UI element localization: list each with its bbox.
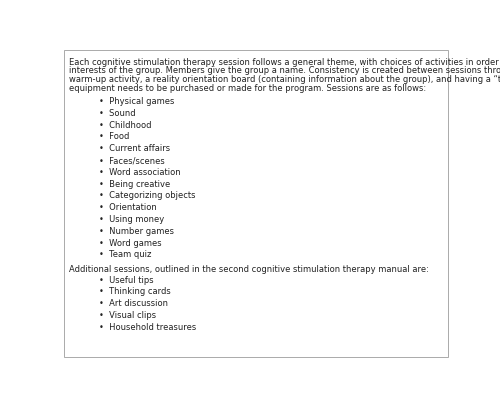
Text: •  Being creative: • Being creative	[100, 180, 170, 189]
Text: •  Current affairs: • Current affairs	[100, 144, 170, 153]
Text: •  Word games: • Word games	[100, 239, 162, 247]
Text: •  Thinking cards: • Thinking cards	[100, 287, 171, 296]
Text: Additional sessions, outlined in the second cognitive stimulation therapy manual: Additional sessions, outlined in the sec…	[70, 265, 430, 274]
Text: •  Physical games: • Physical games	[100, 97, 174, 106]
Text: •  Visual clips: • Visual clips	[100, 311, 156, 320]
Text: •  Word association: • Word association	[100, 168, 181, 177]
Text: equipment needs to be purchased or made for the program. Sessions are as follows: equipment needs to be purchased or made …	[70, 84, 426, 93]
Text: Each cognitive stimulation therapy session follows a general theme, with choices: Each cognitive stimulation therapy sessi…	[70, 58, 500, 66]
Text: •  Number games: • Number games	[100, 227, 174, 236]
Text: interests of the group. Members give the group a name. Consistency is created be: interests of the group. Members give the…	[70, 66, 500, 75]
Text: •  Team quiz: • Team quiz	[100, 250, 152, 260]
FancyBboxPatch shape	[64, 50, 448, 357]
Text: •  Food: • Food	[100, 133, 130, 141]
Text: •  Orientation: • Orientation	[100, 203, 157, 212]
Text: •  Childhood: • Childhood	[100, 120, 152, 130]
Text: warm-up activity, a reality orientation board (containing information about the : warm-up activity, a reality orientation …	[70, 75, 500, 84]
Text: •  Faces/scenes: • Faces/scenes	[100, 156, 165, 165]
Text: •  Art discussion: • Art discussion	[100, 299, 168, 308]
Text: •  Categorizing objects: • Categorizing objects	[100, 191, 196, 200]
Text: •  Using money: • Using money	[100, 215, 164, 224]
Text: •  Sound: • Sound	[100, 109, 136, 118]
Text: •  Useful tips: • Useful tips	[100, 276, 154, 285]
Text: •  Household treasures: • Household treasures	[100, 323, 196, 332]
